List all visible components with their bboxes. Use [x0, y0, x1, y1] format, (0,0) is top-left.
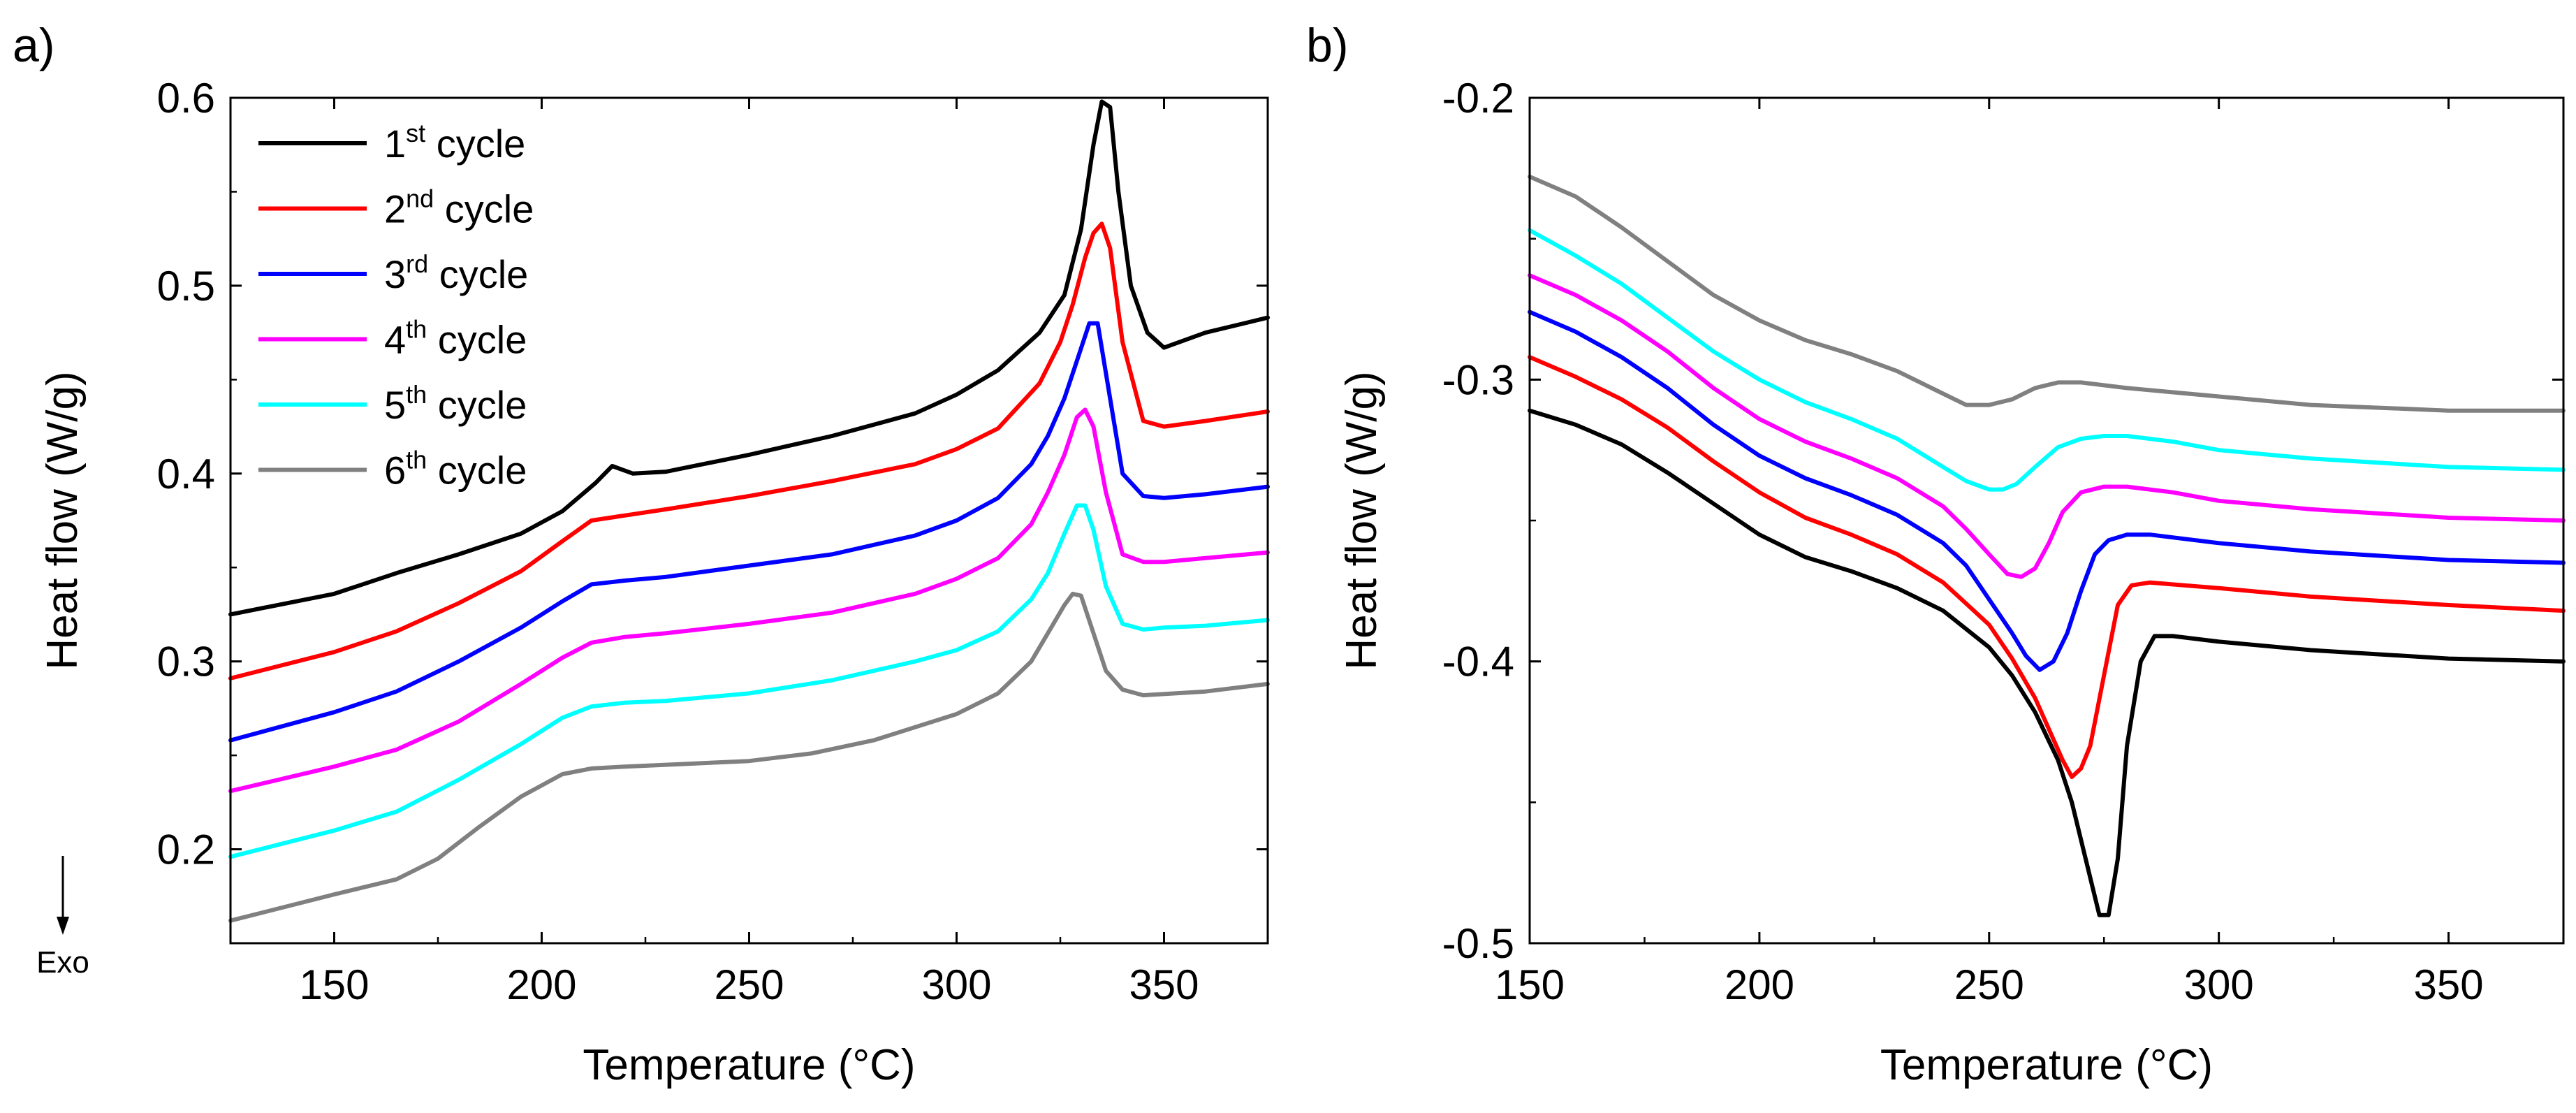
y-tick-label: 0.5: [157, 263, 215, 310]
series-line-6: [1528, 174, 2566, 413]
y-tick-label: -0.5: [1442, 920, 1514, 967]
panel-label: b): [1306, 19, 1348, 72]
series-line-3: [1528, 310, 2566, 672]
series-line-1: [1528, 408, 2566, 917]
panel-a-chart: a) 0.2 0.3 0.4 0.5 0.6 150 200 250 300 350 Temperat…: [13, 19, 1270, 1089]
legend-entry-3: 3rd cycle: [384, 249, 528, 296]
legend-entry-5: 5th cycle: [384, 380, 527, 427]
series-line-3: [228, 321, 1270, 743]
x-axis-title: Temperature (°C): [1880, 1041, 2213, 1089]
x-tick-label: 350: [2414, 961, 2484, 1008]
series-line-5: [1528, 228, 2566, 492]
y-tick-label: 0.4: [157, 451, 215, 497]
x-tick-label: 250: [714, 961, 784, 1008]
legend-entry-6: 6th cycle: [384, 446, 527, 493]
x-tick-label: 200: [506, 961, 576, 1008]
series-line-2: [228, 221, 1270, 681]
y-tick-label: -0.2: [1442, 75, 1514, 122]
y-tick-label: -0.3: [1442, 356, 1514, 403]
y-tick-label: -0.4: [1442, 639, 1514, 685]
exo-arrow-icon: [57, 917, 69, 935]
panel-label: a): [13, 19, 54, 72]
legend-entry-2: 2nd cycle: [384, 184, 534, 231]
x-axis-title: Temperature (°C): [583, 1041, 915, 1089]
x-tick-label: 150: [1495, 961, 1565, 1008]
x-tick-label: 300: [921, 961, 991, 1008]
series-line-1: [228, 99, 1270, 617]
series-line-5: [228, 503, 1270, 859]
x-tick-label: 300: [2184, 961, 2254, 1008]
x-tick-label: 150: [299, 961, 369, 1008]
y-axis-title: Heat flow (W/g): [38, 371, 87, 669]
series-line-4: [1528, 273, 2566, 579]
series-line-4: [228, 407, 1270, 794]
legend-entry-1: 1st cycle: [384, 119, 525, 166]
x-tick-label: 350: [1129, 961, 1199, 1008]
exo-label: Exo: [36, 945, 89, 980]
legend-entry-4: 4th cycle: [384, 315, 527, 362]
series-line-2: [1528, 355, 2566, 779]
x-tick-label: 250: [1954, 961, 2024, 1008]
y-tick-label: 0.6: [157, 75, 215, 122]
series-line-6: [228, 591, 1270, 923]
y-tick-label: 0.2: [157, 827, 215, 873]
plot-frame: [1528, 96, 2565, 945]
y-tick-label: 0.3: [157, 639, 215, 685]
x-tick-label: 200: [1725, 961, 1794, 1008]
legend: 1st cycle 2nd cycle 3rd cycle 4th cycle 5th …: [258, 119, 534, 493]
panel-b-chart: b) -0.5 -0.4 -0.3 -0.2 150 200 250 300 350 Tempera…: [1306, 19, 2566, 1089]
y-axis-title: Heat flow (W/g): [1338, 371, 1386, 669]
